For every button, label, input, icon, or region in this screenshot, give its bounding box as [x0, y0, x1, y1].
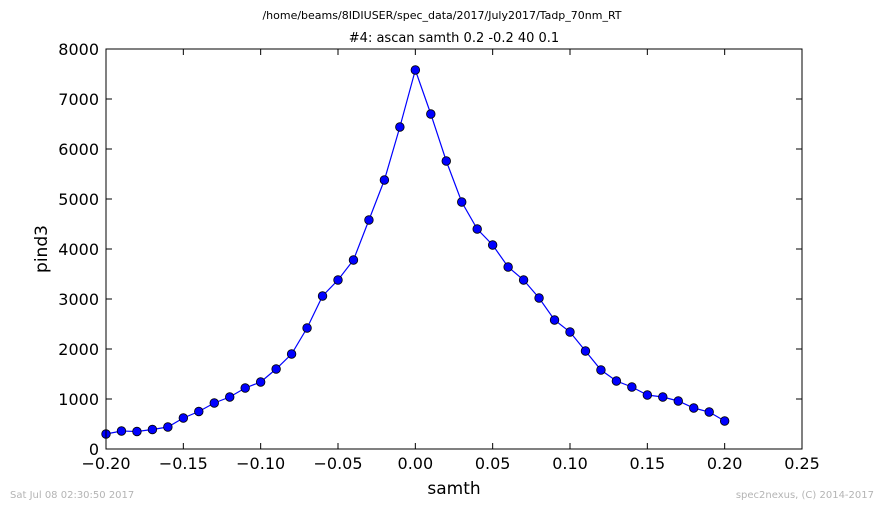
data-point: [348, 255, 359, 265]
data-point: [132, 426, 142, 437]
plot-frame: [105, 48, 803, 450]
y-tick-label: 0: [89, 440, 99, 459]
x-tick-label: 0.15: [630, 454, 666, 473]
data-point: [333, 275, 343, 285]
x-tick-label: 0.05: [475, 454, 511, 473]
y-tick-label: 6000: [58, 140, 99, 159]
data-point: [457, 197, 467, 207]
data-point: [225, 392, 235, 402]
data-point: [178, 413, 189, 423]
x-axis-label: samth: [427, 479, 480, 499]
data-point: [596, 365, 606, 375]
y-tick-label: 8000: [58, 40, 99, 59]
data-point: [147, 424, 158, 435]
data-point: [580, 346, 591, 356]
data-point: [410, 65, 421, 75]
y-tick-label: 4000: [58, 240, 99, 259]
data-point: [317, 291, 328, 301]
x-tick-label: 0.00: [398, 454, 434, 473]
footer-credit: spec2nexus, (C) 2014-2017: [736, 490, 874, 501]
data-point: [627, 382, 637, 392]
data-point: [518, 275, 529, 285]
data-point: [611, 376, 622, 386]
axis-ticks: −0.20 −0.15 −0.10 −0.05 0.00 0.05 0.10 0.15 0.20…: [58, 40, 820, 473]
data-point: [441, 156, 451, 166]
data-point: [271, 364, 281, 374]
x-tick-label: −0.05: [313, 454, 362, 473]
chart-title: #4: ascan samth 0.2 -0.2 40 0.1: [349, 31, 559, 46]
x-tick-label: −0.10: [236, 454, 285, 473]
data-point: [116, 426, 127, 436]
data-point: [472, 224, 482, 234]
data-point: [719, 416, 730, 426]
data-point: [163, 422, 173, 432]
data-point: [658, 392, 668, 402]
y-axis-label: pind3: [32, 225, 52, 273]
data-point: [549, 315, 560, 325]
data-point: [364, 215, 374, 225]
y-tick-label: 1000: [58, 390, 99, 409]
x-tick-label: −0.20: [81, 454, 130, 473]
data-point: [642, 390, 653, 400]
data-point: [534, 293, 544, 303]
data-point: [286, 349, 297, 359]
x-tick-label: 0.10: [552, 454, 588, 473]
data-point: [487, 240, 498, 250]
y-tick-label: 7000: [58, 90, 99, 109]
data-point: [503, 262, 513, 272]
data-point: [209, 398, 219, 408]
x-tick-label: 0.25: [784, 454, 820, 473]
data-point: [689, 403, 699, 413]
x-tick-label: −0.15: [159, 454, 208, 473]
plot-area: [101, 65, 730, 439]
y-tick-label: 2000: [58, 340, 99, 359]
data-point: [426, 109, 436, 119]
data-point: [302, 323, 312, 333]
data-point: [704, 407, 714, 417]
data-point: [673, 396, 683, 406]
footer-timestamp: Sat Jul 08 02:30:50 2017: [10, 490, 134, 501]
x-tick-label: 0.20: [707, 454, 743, 473]
y-tick-label: 5000: [58, 190, 99, 209]
data-point: [395, 122, 405, 132]
data-point: [194, 406, 204, 417]
data-point: [255, 377, 266, 387]
data-point: [565, 327, 575, 337]
y-tick-label: 3000: [58, 290, 99, 309]
data-point: [379, 175, 390, 185]
chart-supertitle: /home/beams/8IDIUSER/spec_data/2017/July…: [262, 9, 621, 22]
data-point: [240, 383, 250, 393]
series-line: [105, 67, 725, 435]
